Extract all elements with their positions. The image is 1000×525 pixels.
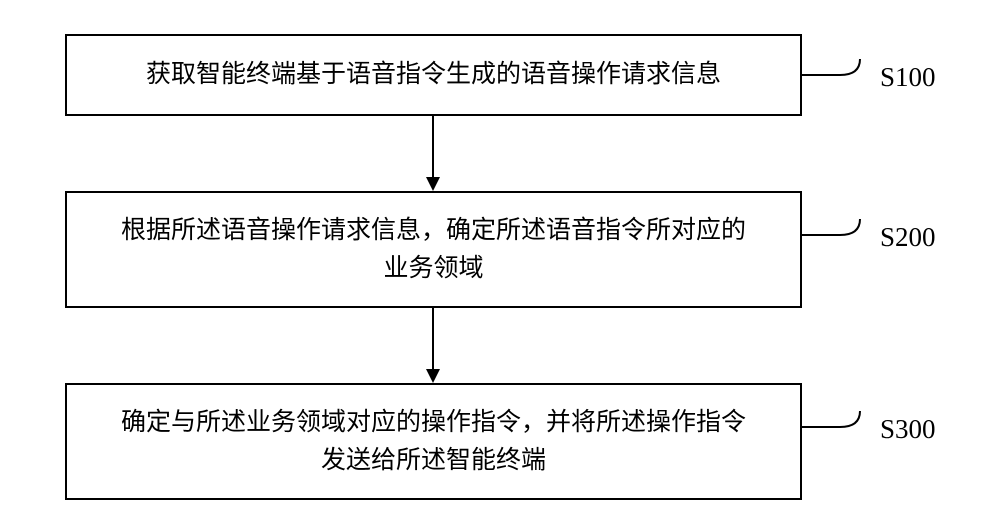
arrow-s100-s200	[432, 116, 434, 177]
leader-s200	[802, 215, 872, 255]
step-label-s200: S200	[880, 222, 936, 253]
step-text-s300: 确定与所述业务领域对应的操作指令，并将所述操作指令 发送给所述智能终端	[121, 404, 746, 479]
step-box-s100: 获取智能终端基于语音指令生成的语音操作请求信息	[65, 34, 802, 116]
leader-s300	[802, 407, 872, 447]
step-box-s200: 根据所述语音操作请求信息，确定所述语音指令所对应的 业务领域	[65, 191, 802, 308]
flowchart-canvas: 获取智能终端基于语音指令生成的语音操作请求信息 S100 根据所述语音操作请求信…	[0, 0, 1000, 525]
leader-s100	[802, 55, 872, 95]
arrow-head-s200-s300	[426, 369, 440, 383]
step-label-s100: S100	[880, 62, 936, 93]
step-box-s300: 确定与所述业务领域对应的操作指令，并将所述操作指令 发送给所述智能终端	[65, 383, 802, 500]
arrow-head-s100-s200	[426, 177, 440, 191]
step-text-s100: 获取智能终端基于语音指令生成的语音操作请求信息	[146, 56, 721, 94]
step-label-s300: S300	[880, 414, 936, 445]
arrow-s200-s300	[432, 308, 434, 369]
step-text-s200: 根据所述语音操作请求信息，确定所述语音指令所对应的 业务领域	[121, 212, 746, 287]
